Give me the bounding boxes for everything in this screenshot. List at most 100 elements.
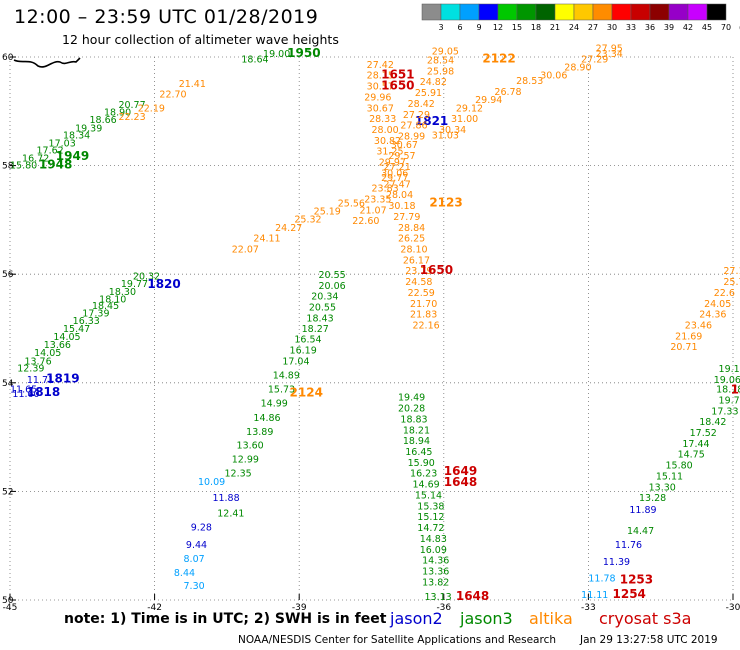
wave-height-point: 24.82	[420, 77, 447, 88]
time-label: 1651	[381, 68, 414, 82]
wave-height-point: 31.25	[376, 147, 403, 158]
wave-height-point: 29.96	[364, 92, 391, 103]
time-label: 1252	[731, 383, 740, 397]
wave-height-point: 30.57	[367, 82, 394, 93]
wave-height-point: 30.34	[439, 125, 466, 136]
wave-height-point: 25.91	[415, 88, 442, 99]
y-tick-label: 50	[2, 596, 14, 606]
colorbar-swatch	[516, 3, 537, 21]
wave-height-point: 15.11	[656, 471, 683, 482]
wave-height-point: 17.03	[49, 139, 76, 150]
wave-height-point: 14.72	[417, 523, 444, 534]
axis-tick-labels: 50 52 54 56 58 60 -45 -42 -39 -36 -33 -30	[2, 53, 740, 613]
wave-height-point: 22.59	[408, 288, 435, 299]
time-label: 1649	[444, 464, 477, 478]
wave-height-point: 22.60	[352, 216, 379, 227]
legend-jason3: jason3	[460, 609, 513, 628]
wave-height-point: 17.44	[682, 439, 709, 450]
coastline	[13, 57, 81, 68]
wave-height-point: 8.44	[174, 568, 195, 579]
wave-height-point: 28.54	[427, 56, 454, 67]
wave-height-point: 13.36	[422, 566, 449, 577]
colorbar-swatch	[497, 3, 518, 21]
time-label: 2123	[429, 195, 462, 209]
wave-height-point: 28.15	[367, 71, 394, 82]
colorbar-swatch	[459, 3, 480, 21]
wave-height-point: 11.76	[615, 540, 642, 551]
colorbar-swatch	[535, 3, 556, 21]
wave-height-point: 15.12	[417, 512, 444, 523]
wave-height-point: 14.75	[678, 450, 705, 461]
time-label: 1820	[147, 277, 180, 291]
wave-height-point: 27.47	[384, 179, 411, 190]
time-label: 2122	[482, 51, 515, 65]
wave-height-point: 23.46	[685, 321, 712, 332]
wave-height-point: 14.89	[273, 370, 300, 381]
x-tick-label: -36	[436, 603, 451, 613]
wave-height-point: 28.84	[398, 223, 425, 234]
x-tick-label: -33	[581, 603, 596, 613]
wave-height-point: 15.80	[666, 461, 693, 472]
wave-height-point: 29.94	[475, 95, 502, 106]
x-tick-label: -45	[3, 603, 18, 613]
colorbar-swatch	[630, 3, 651, 21]
wave-height-point: 28.99	[398, 132, 425, 143]
wave-height-point: 21.83	[410, 310, 437, 321]
time-label: 1648	[456, 589, 489, 603]
wave-height-point: 17.04	[282, 356, 309, 367]
wave-height-point: 19.79	[719, 395, 740, 406]
wave-height-point: 30.06	[540, 71, 567, 82]
wave-height-point: 16.33	[73, 316, 100, 327]
wave-height-point: 12.35	[224, 469, 251, 480]
wave-height-point: 28.90	[564, 63, 591, 74]
colorbar-label: 27	[588, 23, 598, 32]
wave-height-point: 20.28	[398, 404, 425, 415]
x-tick-label: -30	[726, 603, 740, 613]
wave-height-point: 26.78	[494, 87, 521, 98]
wave-height-point: 29.57	[388, 151, 415, 162]
wave-height-point: 27.29	[403, 110, 430, 121]
wave-height-point: 25.56	[338, 198, 365, 209]
colorbar-label: (ft)	[739, 23, 740, 32]
colorbar-swatch	[706, 3, 727, 21]
wave-height-point: 25.98	[427, 66, 454, 77]
colorbar-swatch	[611, 3, 632, 21]
wave-height-point: 27.21	[384, 162, 411, 173]
colorbar-label: 6	[457, 23, 462, 32]
colorbar-swatch	[440, 3, 461, 21]
wave-height-point: 11.60	[12, 389, 39, 400]
wave-height-point: 19.49	[398, 393, 425, 404]
wave-height-point: 14.36	[422, 556, 449, 567]
wave-height-point: 18.21	[403, 425, 430, 436]
wave-height-point: 27.29	[581, 54, 608, 65]
wave-height-point: 22.23	[118, 112, 145, 123]
x-tick-label: -39	[292, 603, 307, 613]
wave-height-point: 15.73	[268, 385, 295, 396]
wave-height-point: 24.36	[699, 310, 726, 321]
wave-height-point: 13.76	[24, 356, 51, 367]
wave-height-point: 16.23	[410, 469, 437, 480]
time-label: 1948	[39, 157, 72, 171]
wave-height-point: 18.27	[302, 324, 329, 335]
wave-height-point: 13.13	[425, 592, 452, 603]
wave-height-point: 28.04	[386, 190, 413, 201]
wave-height-point: 9.28	[191, 522, 212, 533]
wave-height-point: 8.07	[184, 554, 205, 565]
wave-height-point: 14.86	[253, 413, 280, 424]
wave-height-point: 15.14	[415, 490, 442, 501]
wave-height-point: 28.10	[400, 244, 427, 255]
wave-height-point: 15.90	[408, 458, 435, 469]
time-label: 1950	[287, 46, 320, 60]
wave-height-point: 12.41	[217, 508, 244, 519]
wave-height-point: 25.19	[314, 206, 341, 217]
time-label: 1818	[27, 385, 60, 399]
wave-height-point: 29.77	[381, 173, 408, 184]
wave-height-point: 28.42	[408, 99, 435, 110]
wave-height-point: 13.60	[237, 441, 264, 452]
y-tick-label: 60	[2, 53, 14, 63]
time-label: 1254	[613, 587, 646, 601]
wave-height-point: 14.05	[34, 348, 61, 359]
colorbar-label: 3	[438, 23, 443, 32]
wave-height-point: 19.06	[714, 375, 740, 386]
